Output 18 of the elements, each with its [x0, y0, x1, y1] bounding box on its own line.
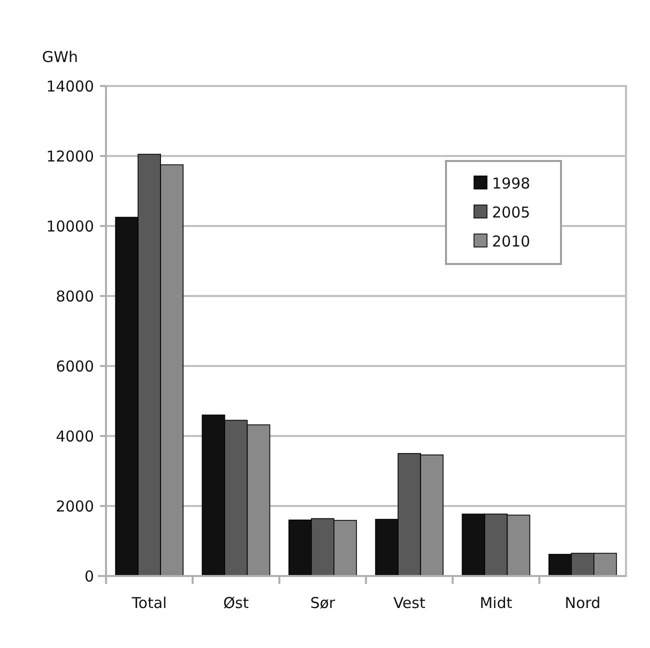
y-axis-title: GWh	[42, 48, 78, 66]
x-tick-label: Sør	[310, 594, 336, 612]
y-tick-label: 4000	[56, 427, 94, 446]
legend-label: 2005	[492, 203, 530, 222]
y-tick-label: 8000	[56, 287, 94, 306]
y-tick-label: 6000	[56, 357, 94, 376]
x-tick-label: Øst	[223, 594, 249, 612]
x-tick-label: Midt	[480, 594, 512, 612]
y-tick-label: 12000	[46, 147, 94, 166]
y-tick-label: 14000	[46, 77, 94, 96]
y-tick-label: 10000	[46, 217, 94, 236]
x-tick-label: Nord	[564, 594, 601, 612]
legend-label: 1998	[492, 174, 530, 192]
x-tick-label: Total	[130, 594, 167, 612]
y-tick-label: 2000	[56, 497, 94, 516]
legend-label: 2010	[492, 232, 530, 250]
x-tick-label: Vest	[393, 594, 426, 612]
y-tick-label: 0	[84, 567, 94, 586]
